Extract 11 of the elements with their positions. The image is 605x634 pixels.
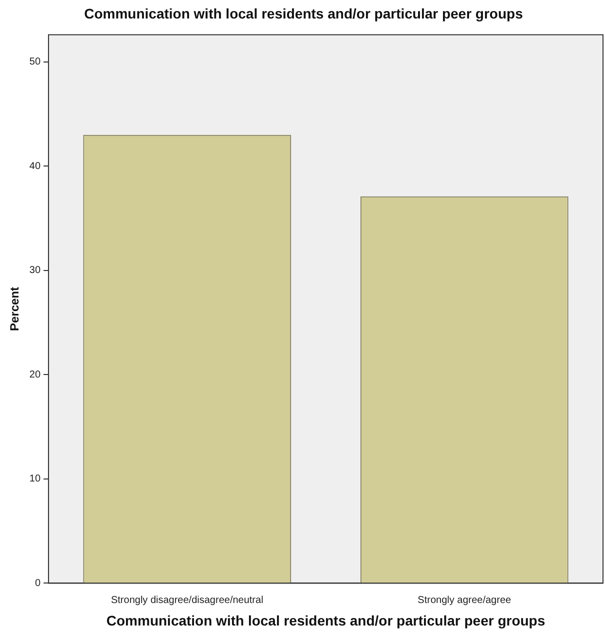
y-tick-label: 10 (29, 474, 41, 485)
chart-title: Communication with local residents and/or particular peer groups (84, 5, 524, 22)
y-tick-label: 40 (29, 160, 41, 172)
y-tick-label: 30 (29, 265, 41, 276)
y-tick-label: 50 (29, 56, 41, 68)
y-tick-label: 20 (29, 369, 41, 380)
x-axis-title: Communication with local residents and/or particular peer groups (106, 612, 546, 628)
x-tick-label: Strongly agree/agree (418, 594, 512, 606)
y-tick-label: 0 (34, 578, 41, 589)
x-tick-label: Strongly disagree/disagree/neutral (110, 594, 264, 606)
y-axis-title: Percent (8, 286, 22, 332)
